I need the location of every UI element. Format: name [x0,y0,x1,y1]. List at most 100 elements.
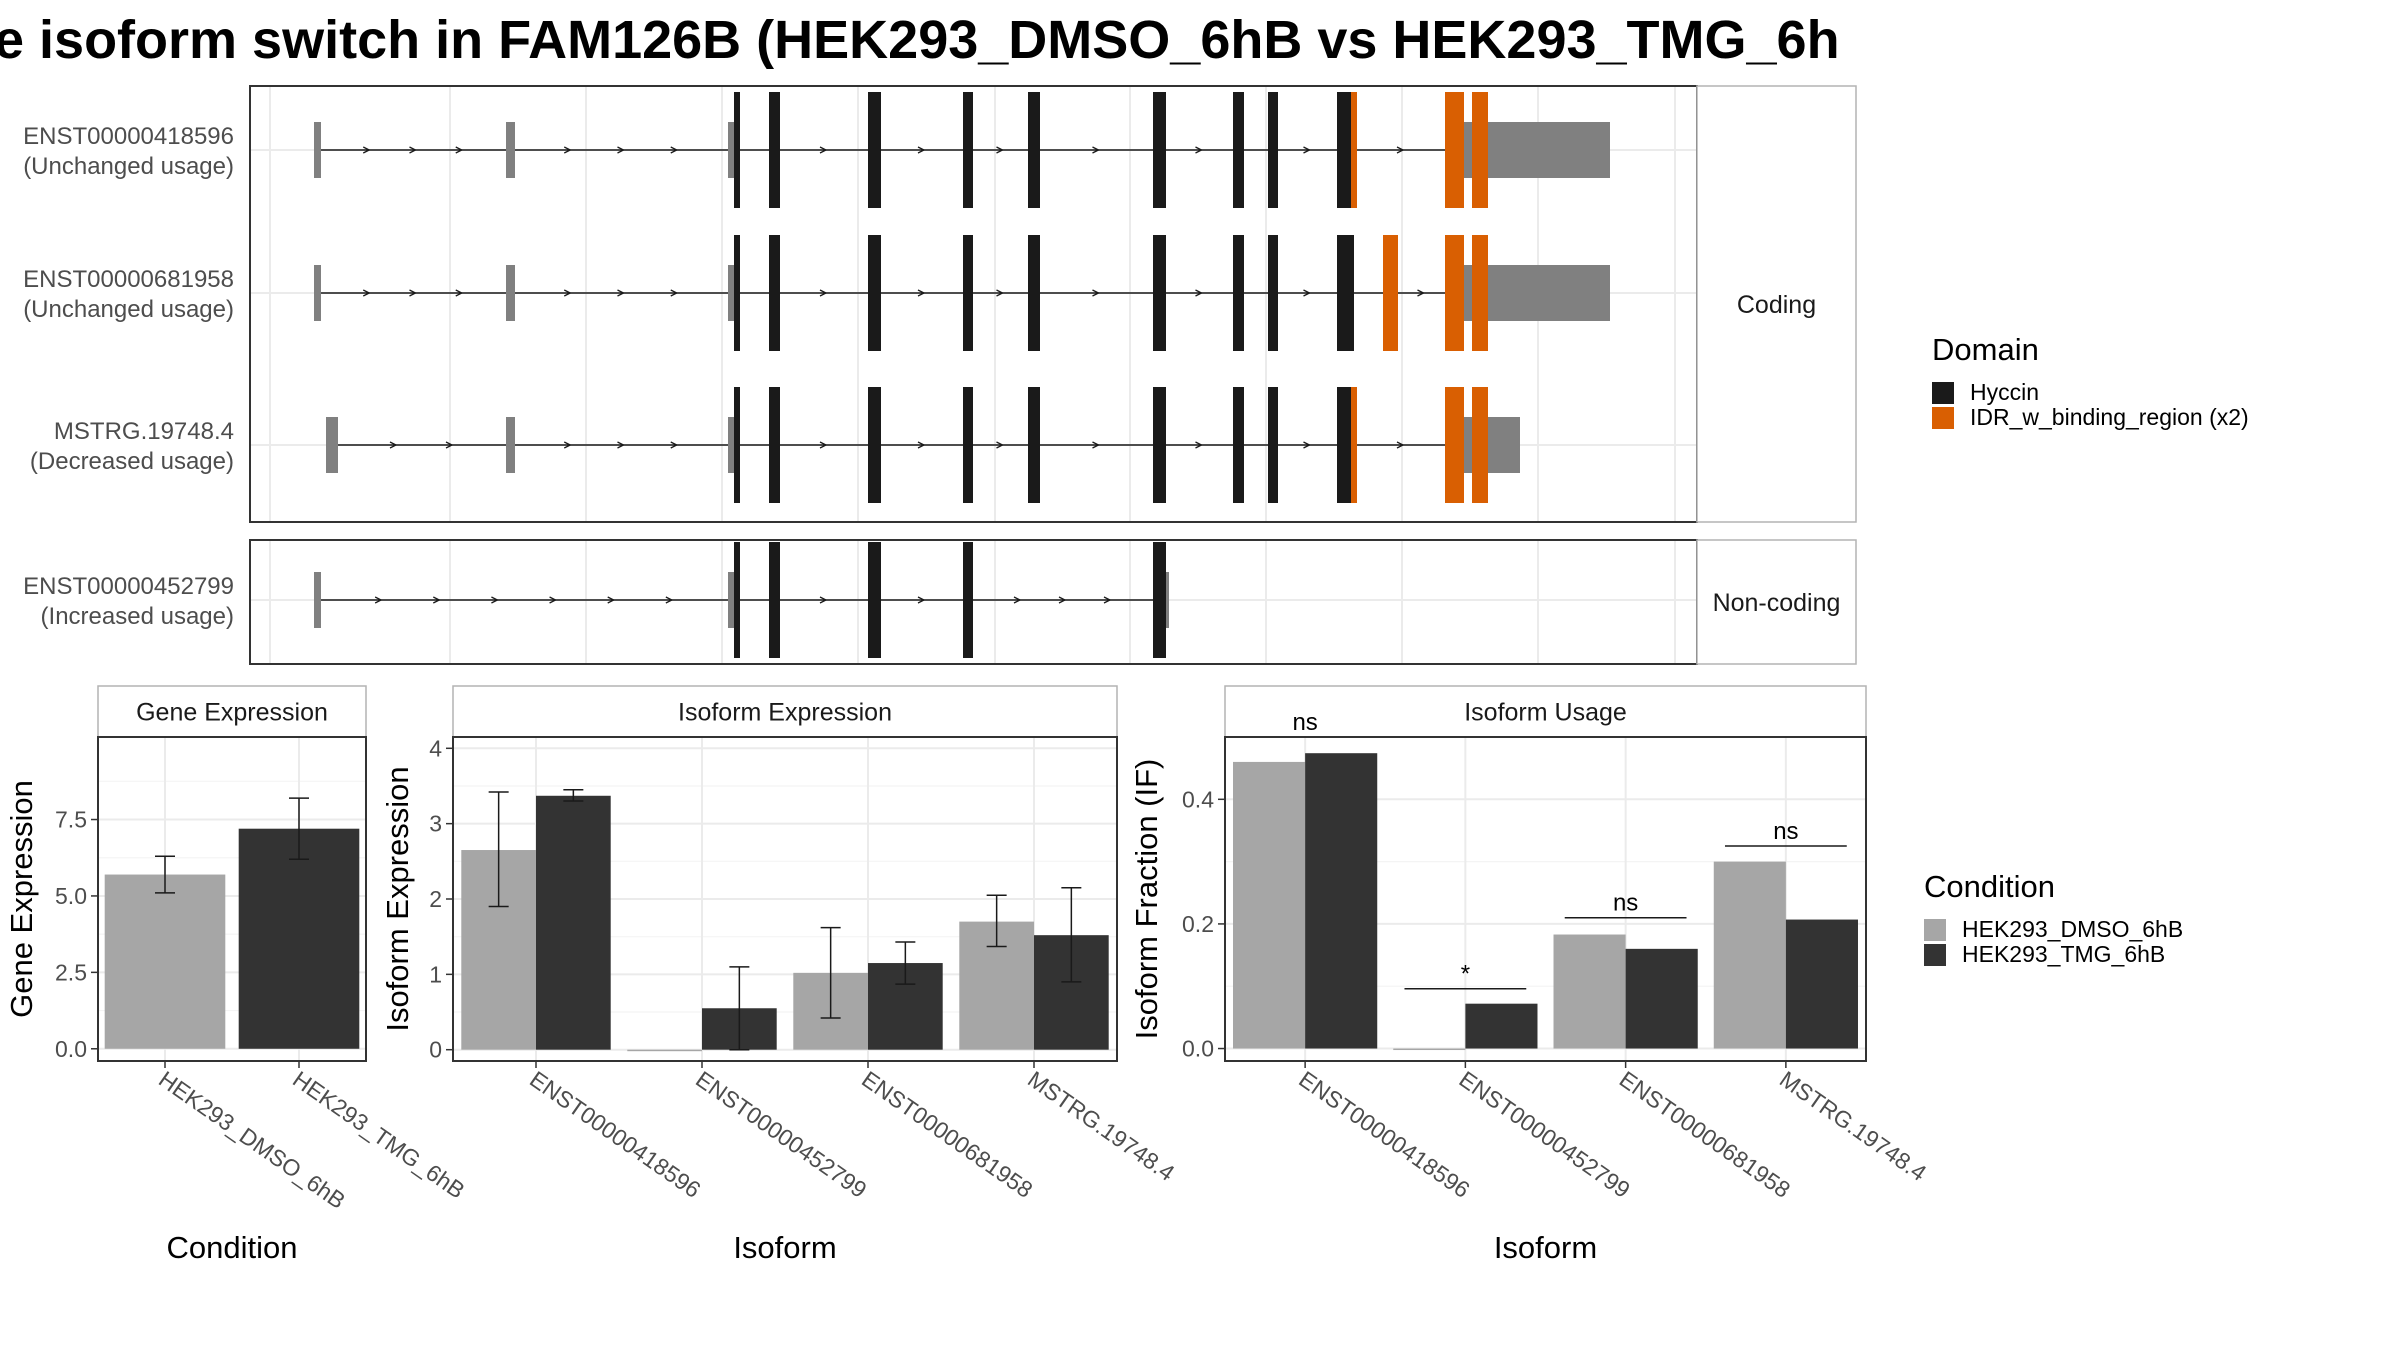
intron-arrow [389,441,398,449]
exon-noncoding [728,265,734,321]
legend-label: HEK293_DMSO_6hB [1962,916,2183,942]
legend-title: Condition [1924,869,2055,904]
x-tick-label: ENST00000452799 [691,1066,871,1203]
exon-noncoding [728,572,734,628]
intron-arrow [455,289,464,297]
facet-strip [1696,85,1857,523]
exon-idr [1383,235,1398,351]
intron-arrow [455,146,464,154]
exon-hyccin [769,235,780,351]
exon-hyccin [868,387,881,503]
transcript-usage-label: (Decreased usage) [30,448,234,475]
x-axis-title: Isoform [1494,1230,1597,1265]
intron-arrow [1195,441,1203,449]
exon-hyccin [1233,387,1244,503]
intron-arrow [1092,441,1100,449]
exon-hyccin [963,235,973,351]
bar [1785,919,1858,1049]
intron-arrow [362,146,371,154]
transcript-id-label: ENST00000681958 [23,266,234,293]
intron-arrow [1058,596,1067,604]
legend-label: Hyccin [1970,379,2039,405]
exon-hyccin [1233,92,1244,208]
y-tick-label: 7.5 [55,807,87,833]
legend-swatch [1932,382,1954,404]
exon-noncoding [314,265,321,321]
exon-noncoding [1464,122,1472,178]
bar [1553,934,1626,1049]
intron-arrow [617,441,625,449]
chart-title: Gene Expression [136,699,328,727]
x-tick-label: ENST00000418596 [1294,1066,1474,1203]
y-tick-label: 0.0 [1182,1036,1214,1062]
intron-arrow [1103,596,1112,604]
exon-idr [1445,235,1464,351]
intron-arrow [996,289,1004,297]
exon-hyccin [1268,387,1278,503]
bar [238,828,360,1049]
y-tick-label: 2.5 [55,959,87,985]
intron-arrow [996,146,1004,154]
transcript-usage-label: (Unchanged usage) [23,296,234,323]
chart-panel-border [1224,736,1867,1062]
transcript-id-label: ENST00000452799 [23,573,234,600]
intron-arrow [491,596,499,604]
exon-noncoding [1464,417,1472,473]
chart-title: Isoform Usage [1464,699,1627,727]
gene-expression-chart: Gene Expression0.02.55.07.5HEK293_DMSO_6… [4,685,470,1265]
intron-arrow [917,441,926,449]
intron-arrow [670,441,679,449]
intron-arrow [563,146,572,154]
x-tick-label: ENST00000418596 [525,1066,705,1203]
bar [104,874,226,1049]
y-tick-label: 1 [429,961,442,987]
intron-arrow [409,146,417,154]
y-tick-label: 0.4 [1182,786,1214,812]
exon-hyccin [1337,92,1351,208]
intron-arrow [670,146,679,154]
intron-arrow [563,441,572,449]
significance-label: ns [1292,709,1317,736]
transcript-ENST00000452799: ENST00000452799 (Increased usage) [23,542,1169,658]
exon-hyccin [734,542,740,658]
intron-arrow [549,596,558,604]
legend-swatch [1932,407,1954,429]
exon-hyccin [963,387,973,503]
exon-hyccin [1153,387,1166,503]
y-tick-label: 3 [429,811,442,837]
bar [1713,861,1786,1049]
y-tick-label: 4 [429,735,442,761]
bar [1465,1003,1538,1049]
y-tick-label: 5.0 [55,883,87,909]
chart-strip [1224,685,1867,738]
facet-panel-border [249,539,1698,665]
intron-arrow [617,146,625,154]
exon-hyccin [1028,235,1040,351]
y-tick-label: 0.2 [1182,911,1214,937]
legend-swatch [1924,919,1946,941]
exon-hyccin [1337,387,1351,503]
legend-title: Domain [1932,332,2039,367]
bar [1393,1048,1466,1051]
intron-arrow [1092,289,1100,297]
exon-hyccin [1028,92,1040,208]
exon-noncoding [506,265,515,321]
y-tick-label: 2 [429,886,442,912]
facet-strip [1696,539,1857,665]
transcript-structure-panel: ENST00000418596(Unchanged usage)ENST0000… [23,85,1857,665]
exon-noncoding [326,417,338,473]
intron-arrow [917,596,926,604]
exon-hyccin [963,92,973,208]
intron-arrow [1303,289,1311,297]
x-tick-label: MSTRG.19748.4 [1775,1066,1931,1186]
transcript-usage-label: (Increased usage) [41,603,234,630]
y-axis-title: Isoform Expression [380,766,415,1031]
exon-noncoding [1166,572,1169,628]
exon-hyccin [1268,235,1278,351]
intron-arrow [819,289,828,297]
intron-arrow [819,596,828,604]
significance-label: ns [1773,818,1798,845]
exon-idr [1351,387,1357,503]
